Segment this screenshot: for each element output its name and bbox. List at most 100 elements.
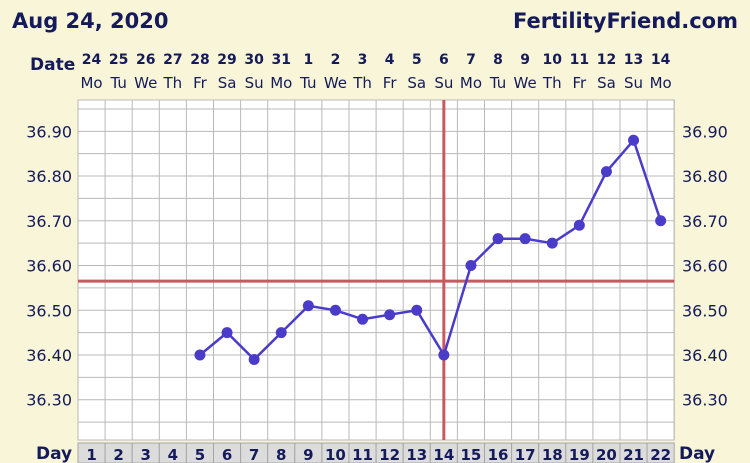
y-tick-left: 36.80 xyxy=(26,167,72,186)
date-label: 9 xyxy=(520,52,530,68)
y-tick-left: 36.70 xyxy=(26,212,72,231)
weekday-label: We xyxy=(134,74,157,92)
temperature-point xyxy=(411,304,423,316)
date-label: 31 xyxy=(272,52,291,68)
temperature-point xyxy=(465,260,477,272)
date-label: 30 xyxy=(244,52,264,68)
temperature-point xyxy=(438,349,450,361)
date-label: 28 xyxy=(190,52,209,68)
weekday-label: Fr xyxy=(572,74,587,92)
temperature-point xyxy=(357,313,369,325)
y-tick-left: 36.30 xyxy=(26,391,72,410)
temperature-point xyxy=(546,237,558,249)
horizontal-grid xyxy=(77,99,675,441)
day-number: 9 xyxy=(303,446,313,463)
date-label: 2 xyxy=(331,52,341,68)
y-tick-right: 36.40 xyxy=(682,346,728,365)
temperature-point xyxy=(655,215,667,227)
date-label: 27 xyxy=(163,52,182,68)
weekday-label: We xyxy=(324,74,347,92)
temperature-point xyxy=(492,233,504,245)
day-number: 8 xyxy=(276,446,286,463)
weekday-label: Sa xyxy=(218,74,237,92)
weekday-label: Sa xyxy=(407,74,426,92)
temperature-point xyxy=(600,166,612,178)
day-cell xyxy=(646,442,675,463)
day-number: 20 xyxy=(596,446,617,463)
temperature-point xyxy=(302,300,314,312)
date-label: 6 xyxy=(439,52,449,68)
day-number: 2 xyxy=(113,446,123,463)
day-number: 19 xyxy=(569,446,590,463)
day-number: 18 xyxy=(542,446,563,463)
day-number: 12 xyxy=(379,446,400,463)
date-label: 7 xyxy=(466,52,476,68)
date-label: 3 xyxy=(358,52,368,68)
temperature-line xyxy=(199,137,662,362)
weekday-label: Tu xyxy=(109,74,126,92)
weekday-label: Sa xyxy=(597,74,616,92)
day-number: 15 xyxy=(461,446,482,463)
y-axis-right: 36.30 36.40 36.50 36.60 36.70 36.80 36.90 xyxy=(682,122,728,409)
day-number-row: 1 2 3 4 5 6 7 8 9 10 11 12 13 14 15 16 17 18 19 20 21 22 xyxy=(77,442,675,463)
date-label: 8 xyxy=(493,52,503,68)
temperature-point xyxy=(519,233,531,245)
weekday-label: Su xyxy=(624,74,643,92)
weekday-label: Mo xyxy=(80,74,102,92)
temperature-point xyxy=(329,304,341,316)
day-row-label-right: Day xyxy=(679,444,715,463)
day-number: 13 xyxy=(406,446,427,463)
temperature-point xyxy=(275,327,287,339)
temperature-point xyxy=(248,353,260,365)
day-number: 11 xyxy=(352,446,373,463)
date-label: 25 xyxy=(109,52,128,68)
day-number: 3 xyxy=(141,446,151,463)
site-name: FertilityFriend.com xyxy=(513,9,738,33)
date-label: 13 xyxy=(624,52,643,68)
y-tick-right: 36.70 xyxy=(682,212,728,231)
plot-border xyxy=(77,99,675,441)
day-number: 6 xyxy=(222,446,232,463)
date-row-label: Date xyxy=(30,55,75,75)
day-number: 4 xyxy=(168,446,178,463)
date-label: 4 xyxy=(385,52,395,68)
weekday-label: Th xyxy=(352,74,372,92)
date-label: 12 xyxy=(597,52,616,68)
y-tick-right: 36.80 xyxy=(682,167,728,186)
date-label: 24 xyxy=(82,52,102,68)
y-tick-left: 36.90 xyxy=(26,122,72,141)
date-label: 1 xyxy=(303,52,313,68)
day-number: 10 xyxy=(325,446,346,463)
day-number: 16 xyxy=(488,446,509,463)
weekday-label: Fr xyxy=(193,74,208,92)
temperature-point xyxy=(221,327,233,339)
temperature-point xyxy=(194,349,206,361)
weekday-label: Tu xyxy=(299,74,316,92)
weekday-label: Mo xyxy=(650,74,672,92)
date-row: 24 25 26 27 28 29 30 31 1 2 3 4 5 6 7 8 9 10 11 12 13 14 xyxy=(82,52,671,68)
day-number: 7 xyxy=(249,446,259,463)
day-number: 1 xyxy=(86,446,96,463)
temperature-points xyxy=(194,134,667,365)
chart-date: Aug 24, 2020 xyxy=(12,9,169,33)
day-row-label-left: Day xyxy=(36,444,72,463)
date-label: 10 xyxy=(543,52,563,68)
day-number: 22 xyxy=(650,446,671,463)
y-tick-right: 36.30 xyxy=(682,391,728,410)
day-number: 14 xyxy=(433,446,454,463)
day-number: 17 xyxy=(515,446,536,463)
date-label: 11 xyxy=(570,52,589,68)
day-number: 5 xyxy=(195,446,205,463)
date-label: 14 xyxy=(651,52,671,68)
weekday-label: Su xyxy=(434,74,453,92)
weekday-label: Tu xyxy=(489,74,506,92)
date-label: 5 xyxy=(412,52,422,68)
weekday-label: Th xyxy=(163,74,183,92)
weekday-label: Fr xyxy=(383,74,398,92)
weekday-label: Th xyxy=(542,74,562,92)
date-label: 29 xyxy=(217,52,236,68)
weekday-row: Mo Tu We Th Fr Sa Su Mo Tu We Th Fr Sa Su Mo Tu We Th Fr Sa… xyxy=(80,74,671,92)
y-tick-left: 36.60 xyxy=(26,257,72,276)
weekday-label: Mo xyxy=(270,74,292,92)
